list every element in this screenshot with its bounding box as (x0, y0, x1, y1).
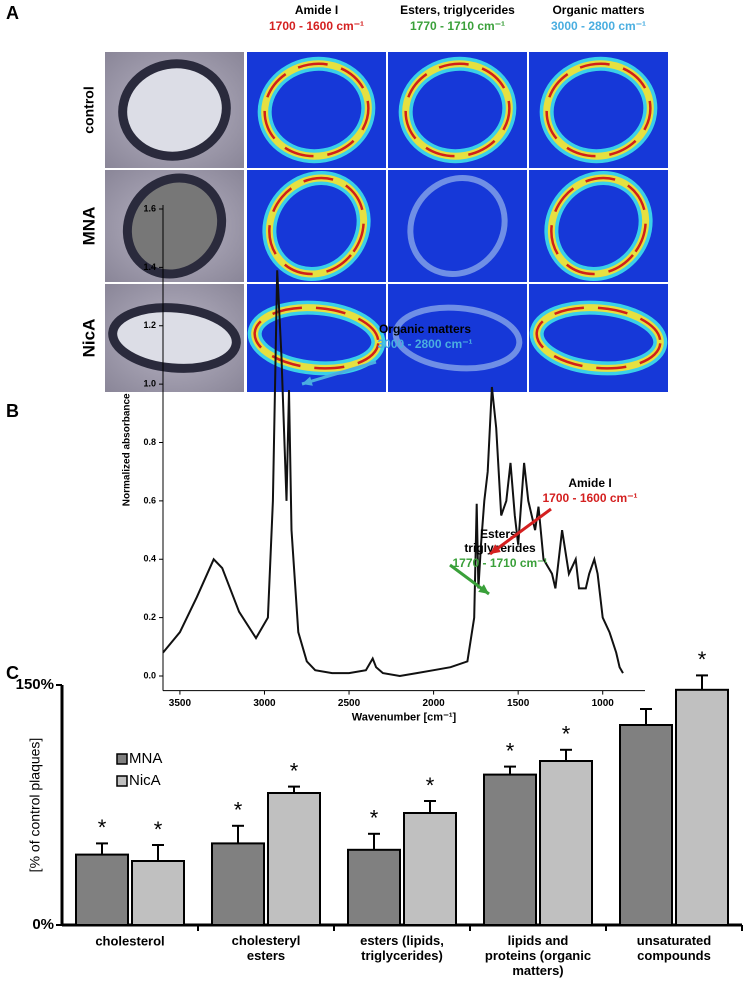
ring-outer (407, 175, 508, 277)
heatmap-image (247, 284, 386, 392)
ring-core (545, 62, 652, 158)
y-axis-label: Normalized absorbance (122, 393, 133, 506)
x-tick-label: 2000 (422, 698, 445, 709)
ring-core (253, 306, 380, 370)
x-tick-label: 3000 (253, 698, 276, 709)
x-tick-label: cholesteryl esters (232, 933, 301, 963)
heatmap-image (388, 170, 527, 282)
significance-mark: * (562, 722, 571, 747)
significance-mark: * (98, 815, 107, 840)
x-axis-label: Wavenumber [cm⁻¹] (352, 712, 457, 724)
significance-mark: * (370, 806, 379, 831)
y-tick-label: 150% (16, 676, 54, 693)
heatmap-image (529, 170, 668, 282)
bar (211, 842, 265, 927)
column-title: Esters, triglycerides (400, 3, 515, 17)
y-tick-label: 0.0 (143, 670, 156, 680)
x-tick-label: esters (lipids, triglycerides) (360, 933, 444, 963)
bar (483, 773, 537, 926)
column-range: 1770 - 1710 cm⁻¹ (410, 19, 505, 33)
annotation-range: 1700 - 1600 cm⁻¹ (542, 491, 637, 505)
y-tick-label: 0.8 (143, 437, 156, 447)
panel-label: A (6, 3, 19, 23)
y-tick-label: 1.4 (143, 262, 156, 272)
column-range: 1700 - 1600 cm⁻¹ (269, 19, 364, 33)
x-tick-label: unsaturated compounds (637, 933, 711, 963)
heatmap-bg (529, 284, 668, 392)
arrow-head (478, 584, 489, 594)
y-tick-label: 1.0 (143, 379, 156, 389)
y-tick-label: 1.2 (143, 320, 156, 330)
panel-label: C (6, 663, 19, 683)
heatmap-image (247, 170, 386, 282)
significance-mark: * (154, 817, 163, 842)
heatmap-image (388, 52, 527, 168)
bar (75, 853, 129, 926)
y-tick-label: 0.2 (143, 612, 156, 622)
ring-core (550, 176, 647, 276)
arrow-head (302, 376, 313, 386)
heatmap-image (529, 284, 668, 392)
annotation-range: 1770 - 1710 cm⁻¹ (452, 556, 547, 570)
bar (619, 724, 673, 926)
legend-label: NicA (129, 772, 161, 789)
ring-core (535, 306, 662, 370)
row-label: MNA (79, 207, 98, 246)
tissue-ring (118, 59, 231, 161)
significance-mark: * (234, 798, 243, 823)
photo-image (105, 284, 244, 392)
y-tick-label: 0.4 (143, 554, 156, 564)
tissue-ring (108, 303, 241, 373)
row-label: NicA (79, 319, 98, 358)
y-tick-label: 0% (32, 916, 54, 933)
ring-core (268, 176, 365, 276)
bar (403, 812, 457, 926)
annotation-text: Esters, (480, 527, 520, 541)
x-tick-label: lipids and proteins (organic matters) (485, 933, 591, 978)
annotation-text: Amide I (568, 476, 611, 490)
x-tick-label: 1000 (592, 698, 615, 709)
x-tick-label: 1500 (507, 698, 530, 709)
bar (267, 792, 321, 926)
panel-label: B (6, 401, 19, 421)
y-tick-label: 0.6 (143, 495, 156, 505)
significance-mark: * (426, 773, 435, 798)
heatmap-image (529, 52, 668, 168)
heatmap-bg (388, 284, 527, 392)
significance-mark: * (698, 647, 707, 672)
annotation-range: 3000 - 2800 cm⁻¹ (377, 337, 472, 351)
legend-swatch (116, 753, 128, 765)
heatmap-image (247, 52, 386, 168)
y-tick-label: 1.6 (143, 203, 156, 213)
tissue-ring (122, 173, 227, 279)
x-tick-label: 3500 (169, 698, 192, 709)
significance-mark: * (290, 758, 299, 783)
x-tick-label: 2500 (338, 698, 361, 709)
annotation-text: Organic matters (379, 322, 471, 336)
legend-label: MNA (129, 750, 162, 767)
ring-outer (392, 304, 523, 372)
photo-image (105, 170, 244, 282)
heatmap-image (388, 284, 527, 392)
legend-swatch (116, 775, 128, 787)
column-title: Amide I (295, 3, 338, 17)
bar (347, 848, 401, 926)
column-range: 3000 - 2800 cm⁻¹ (551, 19, 646, 33)
bar (675, 688, 729, 926)
annotation-arrow (489, 507, 552, 556)
heatmap-bg (247, 284, 386, 392)
significance-mark: * (506, 738, 515, 763)
photo-image (105, 52, 244, 168)
column-title: Organic matters (552, 3, 644, 17)
x-tick-label: cholesterol (95, 933, 164, 948)
y-axis-label: [% of control plaques] (27, 738, 43, 873)
arrow-head (490, 544, 501, 554)
row-label: control (81, 86, 97, 133)
bar (131, 860, 185, 926)
spectrum-line (162, 270, 624, 678)
annotation-arrow (301, 360, 377, 386)
bar (539, 760, 593, 926)
